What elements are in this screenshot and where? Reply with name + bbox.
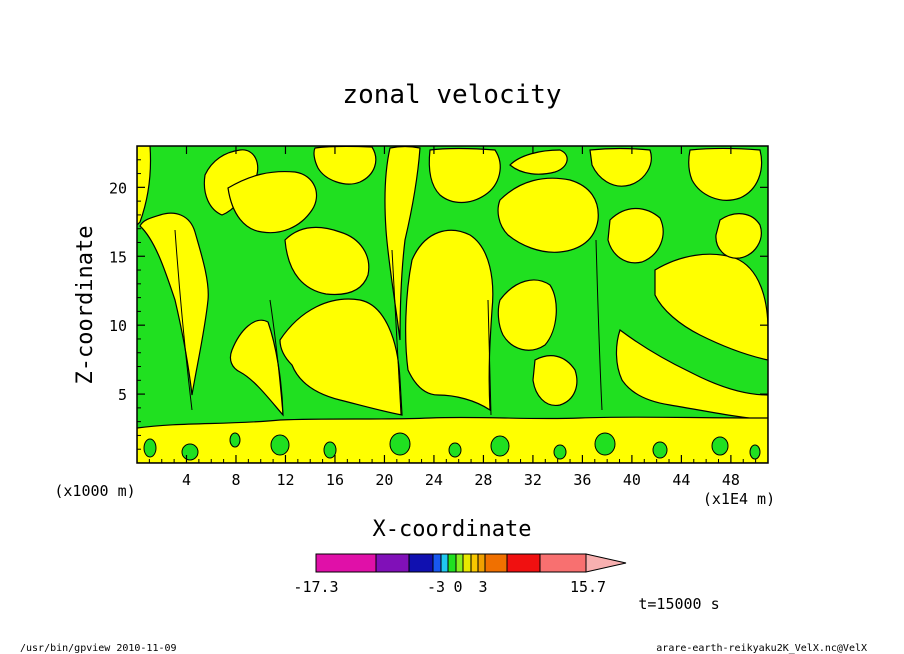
y-tick-label: 15: [109, 248, 127, 266]
x-tick-label: 40: [623, 471, 641, 489]
footer-left: /usr/bin/gpview 2010-11-09: [20, 643, 177, 654]
yellow-region: [139, 212, 209, 396]
green-cell: [711, 436, 729, 456]
plot-area: [137, 146, 768, 463]
yellow-region: [532, 355, 578, 407]
plume-contour: [595, 239, 603, 411]
colorbar-segment: [440, 553, 449, 573]
x-tick-label: 28: [474, 471, 492, 489]
colorbar-segment: [408, 553, 434, 573]
green-cell: [323, 441, 337, 459]
green-cell: [448, 442, 462, 458]
x-tick-label: 8: [231, 471, 240, 489]
colorbar-segment: [375, 553, 410, 573]
time-label: t=15000 s: [638, 595, 719, 613]
green-cell: [652, 441, 668, 459]
plume-contour: [174, 229, 193, 411]
green-cell: [594, 432, 616, 456]
colorbar-tick-label: 15.7: [570, 578, 606, 596]
colorbar-segment: [470, 553, 479, 573]
yellow-region: [284, 226, 370, 296]
colorbar: [315, 553, 627, 573]
footer-right: arare-earth-reikyaku2K_VelX.nc@VelX: [656, 643, 867, 654]
chart-title: zonal velocity: [342, 80, 561, 110]
green-cell: [181, 443, 199, 461]
green-cell: [749, 444, 761, 460]
near-surface-negative-cells: [143, 432, 761, 461]
colorbar-segment: [477, 553, 486, 573]
green-cell: [143, 438, 157, 458]
colorbar-segment: [455, 553, 464, 573]
y-tick-label: 20: [109, 179, 127, 197]
x-tick-label: 20: [375, 471, 393, 489]
yellow-region: [428, 147, 501, 204]
yellow-region: [607, 207, 664, 264]
x-tick-label: 16: [326, 471, 344, 489]
plume-contour: [269, 299, 284, 416]
y-unit-label: (x1000 m): [54, 482, 135, 500]
yellow-region: [509, 149, 568, 175]
x-axis-label: X-coordinate: [373, 517, 532, 542]
colorbar-segment: [539, 553, 587, 573]
y-tick-label: 5: [118, 386, 127, 404]
x-tick-label: 32: [524, 471, 542, 489]
colorbar-ticks: -17.3 -3 0 3 15.7: [293, 578, 606, 596]
x-tick-label: 48: [722, 471, 740, 489]
colorbar-tick-label: -3: [427, 578, 445, 596]
colorbar-segment: [432, 553, 442, 573]
positive-velocity-regions: [137, 146, 768, 463]
colorbar-segment: [462, 553, 472, 573]
yellow-region: [279, 298, 403, 416]
yellow-region: [137, 146, 152, 226]
x-axis: 4 8 12 16 20 24 28 32 36 40 44 48: [148, 146, 757, 489]
y-axis: 5 10 15 20: [109, 159, 768, 450]
x-unit-label: (x1E4 m): [703, 490, 775, 508]
x-tick-label: 4: [182, 471, 191, 489]
colorbar-segment: [484, 553, 508, 573]
colorbar-arrow: [585, 553, 627, 573]
green-cell: [553, 444, 567, 460]
yellow-region: [589, 147, 652, 187]
yellow-region: [405, 229, 494, 412]
yellow-region: [497, 279, 557, 351]
colorbar-segment: [315, 553, 377, 573]
green-cell: [389, 432, 411, 456]
colorbar-segment: [447, 553, 457, 573]
green-cell: [490, 435, 510, 457]
plume-contours: [174, 229, 603, 416]
colorbar-tick-label: 3: [478, 578, 487, 596]
y-axis-label: Z-coordinate: [73, 226, 98, 385]
colorbar-tick-label: -17.3: [293, 578, 338, 596]
x-tick-label: 12: [276, 471, 294, 489]
yellow-region: [715, 213, 762, 259]
colorbar-tick-label: 0: [453, 578, 462, 596]
colorbar-segment: [506, 553, 541, 573]
plume-contour: [391, 249, 402, 416]
y-tick-label: 10: [109, 317, 127, 335]
yellow-region: [227, 170, 317, 234]
green-cell: [229, 432, 241, 448]
x-tick-label: 44: [672, 471, 690, 489]
yellow-region: [497, 177, 599, 253]
plume-contour: [487, 299, 492, 416]
yellow-region: [688, 147, 763, 201]
x-tick-label: 36: [573, 471, 591, 489]
green-cell: [270, 434, 290, 456]
plot-frame: [136, 145, 769, 464]
x-tick-label: 24: [425, 471, 443, 489]
